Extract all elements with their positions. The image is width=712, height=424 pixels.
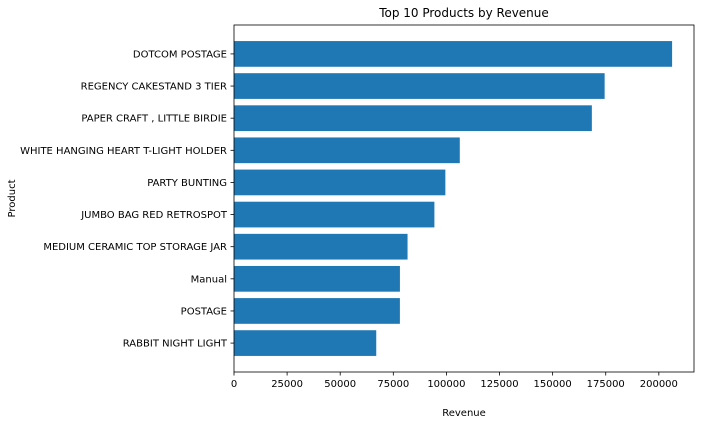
x-tick-label-4: 100000 <box>427 379 465 390</box>
y-tick-label-2: PAPER CRAFT , LITTLE BIRDIE <box>81 114 227 125</box>
bar-4 <box>234 169 446 196</box>
x-tick-label-8: 200000 <box>640 379 678 390</box>
plot-frame <box>233 24 695 373</box>
y-ticks-group: DOTCOM POSTAGE REGENCY CAKESTAND 3 TIER PA… <box>20 49 234 350</box>
x-tick-label-7: 175000 <box>587 379 625 390</box>
x-tick-label-6: 150000 <box>534 379 572 390</box>
bar-7 <box>234 265 400 292</box>
bar-2 <box>234 105 592 132</box>
bar-8 <box>234 298 400 324</box>
x-tick-label-2: 50000 <box>324 379 356 390</box>
y-tick-label-4: PARTY BUNTING <box>147 178 227 189</box>
chart-title: Top 10 Products by Revenue <box>378 6 549 20</box>
y-tick-label-5: JUMBO BAG RED RETROSPOT <box>80 210 228 221</box>
y-tick-label-8: POSTAGE <box>181 306 227 317</box>
y-tick-label-1: REGENCY CAKESTAND 3 TIER <box>81 82 227 93</box>
bar-5 <box>234 201 435 228</box>
x-tick-label-1: 25000 <box>271 379 303 390</box>
y-axis-label: Product <box>7 179 18 217</box>
bars-group <box>234 41 673 356</box>
x-tick-label-0: 0 <box>231 379 237 390</box>
x-axis-label: Revenue <box>442 408 486 419</box>
bar-1 <box>234 73 605 99</box>
y-tick-label-0: DOTCOM POSTAGE <box>133 49 227 60</box>
y-tick-label-3: WHITE HANGING HEART T-LIGHT HOLDER <box>20 146 227 157</box>
bar-6 <box>234 233 408 260</box>
y-tick-label-7: Manual <box>191 274 227 285</box>
x-tick-label-5: 125000 <box>480 379 518 390</box>
bar-0 <box>234 41 673 67</box>
bar-3 <box>234 137 460 164</box>
bar-9 <box>234 330 377 356</box>
x-tick-label-3: 75000 <box>377 379 409 390</box>
y-tick-label-6: MEDIUM CERAMIC TOP STORAGE JAR <box>43 242 227 253</box>
y-tick-label-9: RABBIT NIGHT LIGHT <box>123 339 228 350</box>
x-ticks-group: 0 25000 50000 75000 100000 125000 150000 175000… <box>231 372 678 390</box>
